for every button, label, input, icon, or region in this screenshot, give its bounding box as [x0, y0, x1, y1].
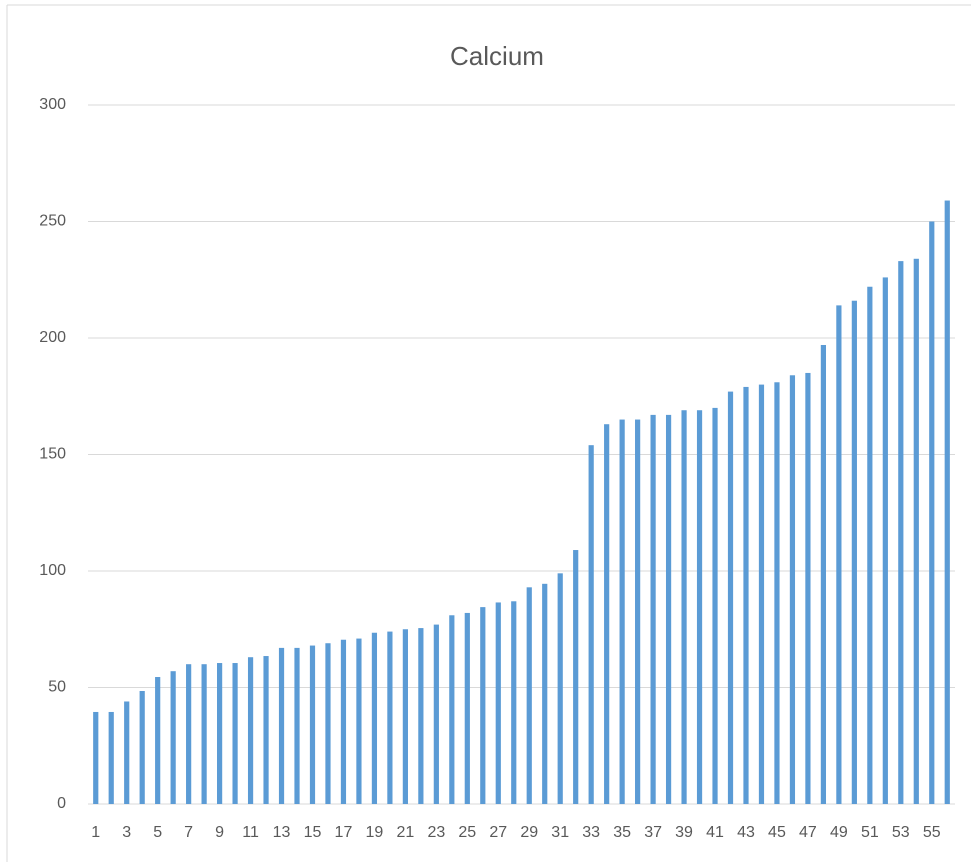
x-tick-label: 41 [706, 824, 724, 841]
x-tick-label: 15 [304, 824, 322, 841]
x-tick-label: 39 [675, 824, 693, 841]
x-tick-label: 31 [551, 824, 569, 841]
bar [495, 602, 501, 804]
bar [557, 573, 563, 804]
bar [449, 615, 455, 804]
x-tick-label: 49 [830, 824, 848, 841]
bar [402, 629, 408, 804]
bar [309, 645, 316, 804]
bar [542, 583, 548, 804]
y-tick-label: 0 [57, 795, 66, 812]
x-tick-label: 25 [458, 824, 476, 841]
bar [665, 414, 672, 804]
bar [573, 550, 579, 804]
x-tick-label: 27 [489, 824, 507, 841]
bar [681, 410, 687, 804]
bar [635, 419, 641, 804]
bar [604, 424, 610, 804]
bar [371, 632, 378, 804]
bar [387, 631, 393, 804]
bar [696, 410, 703, 804]
bar [619, 419, 625, 804]
bar [155, 677, 161, 804]
bar [712, 407, 718, 804]
bar [247, 657, 254, 804]
x-tick-label: 13 [273, 824, 291, 841]
bar [108, 711, 114, 804]
x-tick-label: 55 [923, 824, 941, 841]
bar [480, 607, 486, 804]
bar [139, 690, 145, 804]
x-tick-label: 21 [396, 824, 414, 841]
x-tick-label: 35 [613, 824, 631, 841]
x-tick-label: 11 [242, 824, 259, 841]
bar [216, 663, 223, 804]
bar [898, 261, 904, 804]
y-tick-label: 50 [48, 679, 66, 696]
bar [325, 643, 331, 804]
x-tick-label: 45 [768, 824, 786, 841]
bar [356, 638, 362, 804]
bar [340, 639, 347, 804]
x-tick-label: 47 [799, 824, 817, 841]
bar [743, 386, 749, 804]
x-tick-label: 3 [122, 824, 131, 841]
bar [913, 258, 919, 804]
bar [526, 587, 532, 804]
bar [588, 445, 594, 804]
y-tick-label: 100 [39, 562, 66, 579]
bar [820, 344, 827, 804]
bar [944, 200, 950, 804]
bar [93, 711, 99, 804]
bar [758, 384, 765, 804]
bar [124, 701, 130, 804]
x-tick-label: 29 [520, 824, 538, 841]
bar [805, 372, 811, 804]
bar [929, 221, 935, 804]
bar [464, 612, 470, 804]
bar [867, 286, 873, 804]
bar [232, 663, 238, 804]
bar [650, 414, 656, 804]
bar [836, 305, 842, 804]
x-tick-label: 37 [644, 824, 662, 841]
bar [186, 664, 192, 804]
x-tick-label: 53 [892, 824, 910, 841]
x-tick-label: 23 [427, 824, 445, 841]
bar [201, 664, 207, 804]
x-tick-label: 51 [861, 824, 879, 841]
bar [294, 647, 300, 804]
x-tick-label: 1 [91, 824, 100, 841]
x-tick-label: 43 [737, 824, 755, 841]
x-tick-label: 7 [184, 824, 193, 841]
bar [433, 624, 439, 804]
x-tick-label: 9 [215, 824, 224, 841]
chart-title: Calcium [450, 41, 544, 71]
bar [774, 382, 780, 804]
y-tick-label: 150 [39, 446, 66, 463]
bar [511, 601, 517, 804]
bar [418, 628, 424, 804]
y-tick-label: 250 [39, 213, 66, 230]
x-tick-label: 19 [366, 824, 384, 841]
x-tick-label: 5 [153, 824, 162, 841]
bar [789, 375, 796, 804]
bar [727, 391, 734, 804]
y-tick-label: 200 [39, 329, 66, 346]
bar [851, 300, 857, 804]
y-tick-label: 300 [39, 96, 66, 113]
bar [882, 277, 888, 804]
bar [170, 671, 176, 804]
bar [278, 647, 285, 804]
bar [263, 656, 269, 804]
x-tick-label: 33 [582, 824, 600, 841]
x-tick-label: 17 [335, 824, 353, 841]
